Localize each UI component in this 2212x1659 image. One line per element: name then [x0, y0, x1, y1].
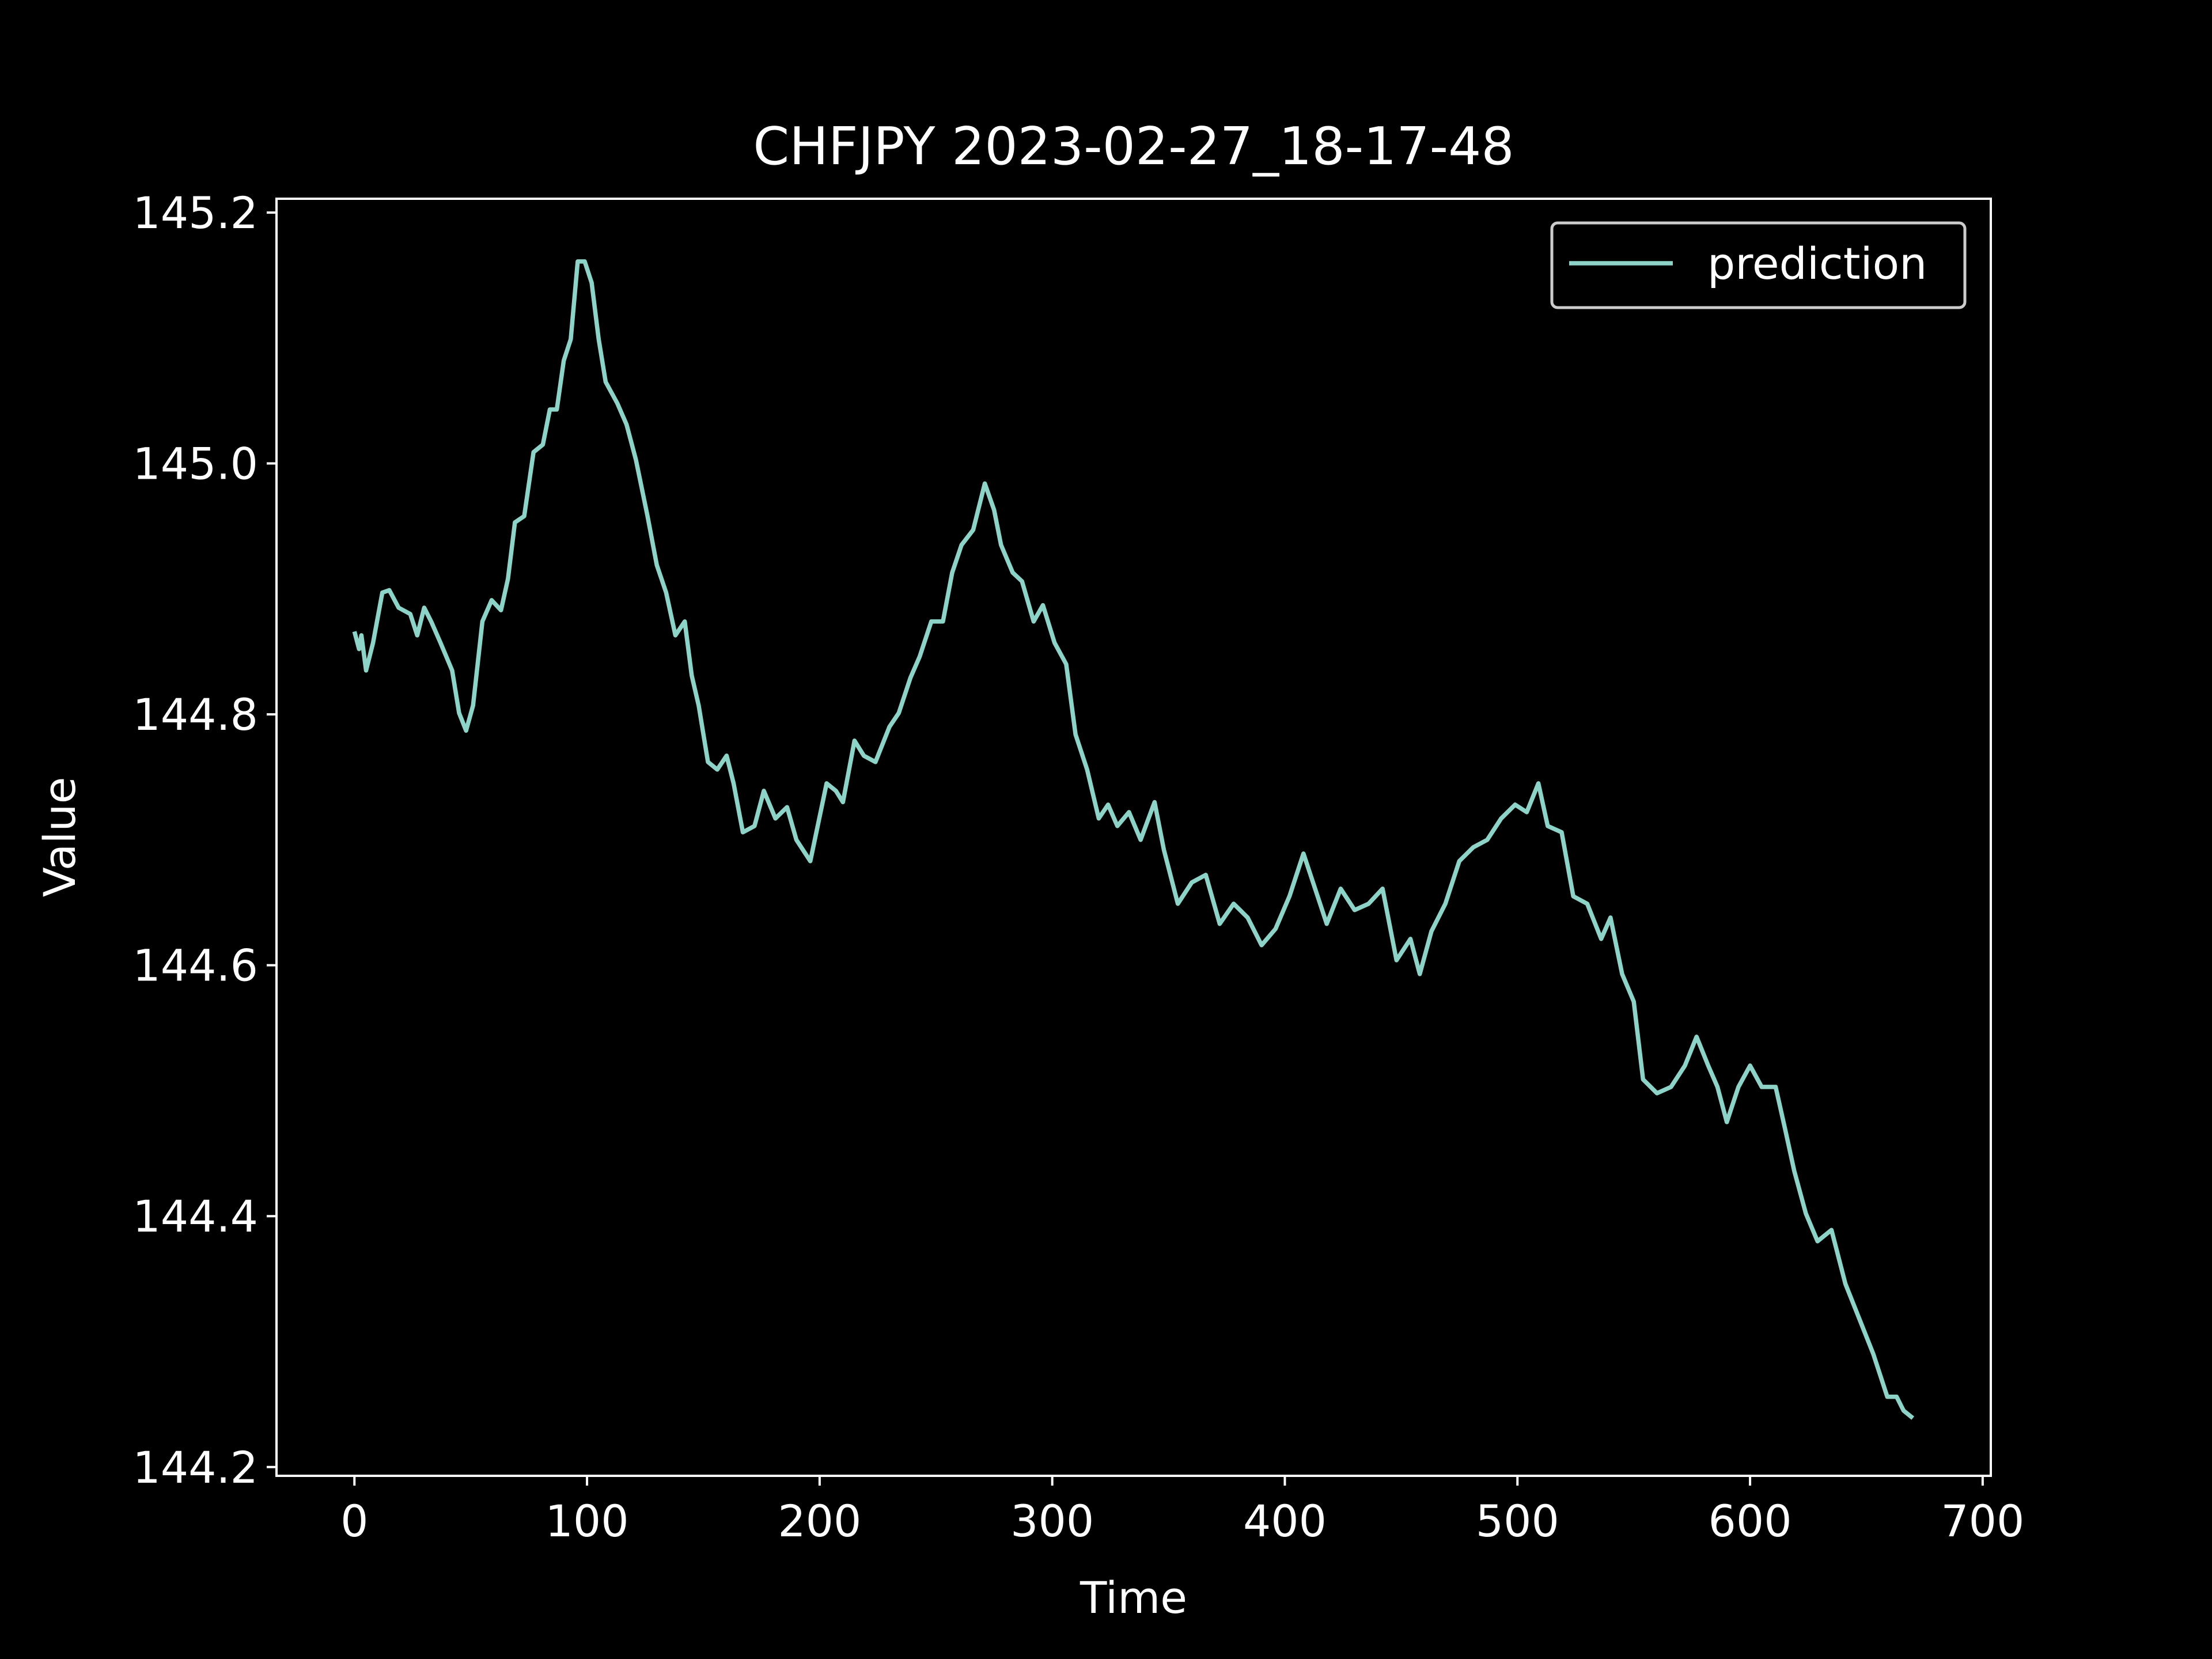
legend-box: [1550, 221, 1967, 309]
y-tick-label: 144.2: [132, 1442, 258, 1493]
x-tick-label: 200: [778, 1495, 861, 1547]
x-tick-label: 400: [1243, 1495, 1327, 1547]
chart-title: CHFJPY 2023-02-27_18-17-48: [753, 116, 1514, 177]
x-axis-label: Time: [1080, 1572, 1187, 1623]
x-tick-label: 0: [340, 1495, 368, 1547]
x-tick-label: 700: [1941, 1495, 2024, 1547]
line-series: [352, 259, 1915, 1420]
y-tick-label: 145.0: [132, 438, 258, 490]
y-tick-label: 145.2: [132, 187, 258, 238]
x-tick-label: 100: [546, 1495, 629, 1547]
plot-frame: [275, 198, 1992, 1477]
legend-label: prediction: [1707, 238, 1927, 289]
y-axis-label: Value: [34, 777, 85, 897]
y-tick-label: 144.4: [132, 1191, 258, 1242]
x-tick-label: 300: [1010, 1495, 1094, 1547]
y-tick-label: 144.6: [132, 940, 258, 991]
y-tick-label: 144.8: [132, 689, 258, 740]
x-tick-label: 600: [1709, 1495, 1792, 1547]
x-tick-label: 500: [1476, 1495, 1559, 1547]
